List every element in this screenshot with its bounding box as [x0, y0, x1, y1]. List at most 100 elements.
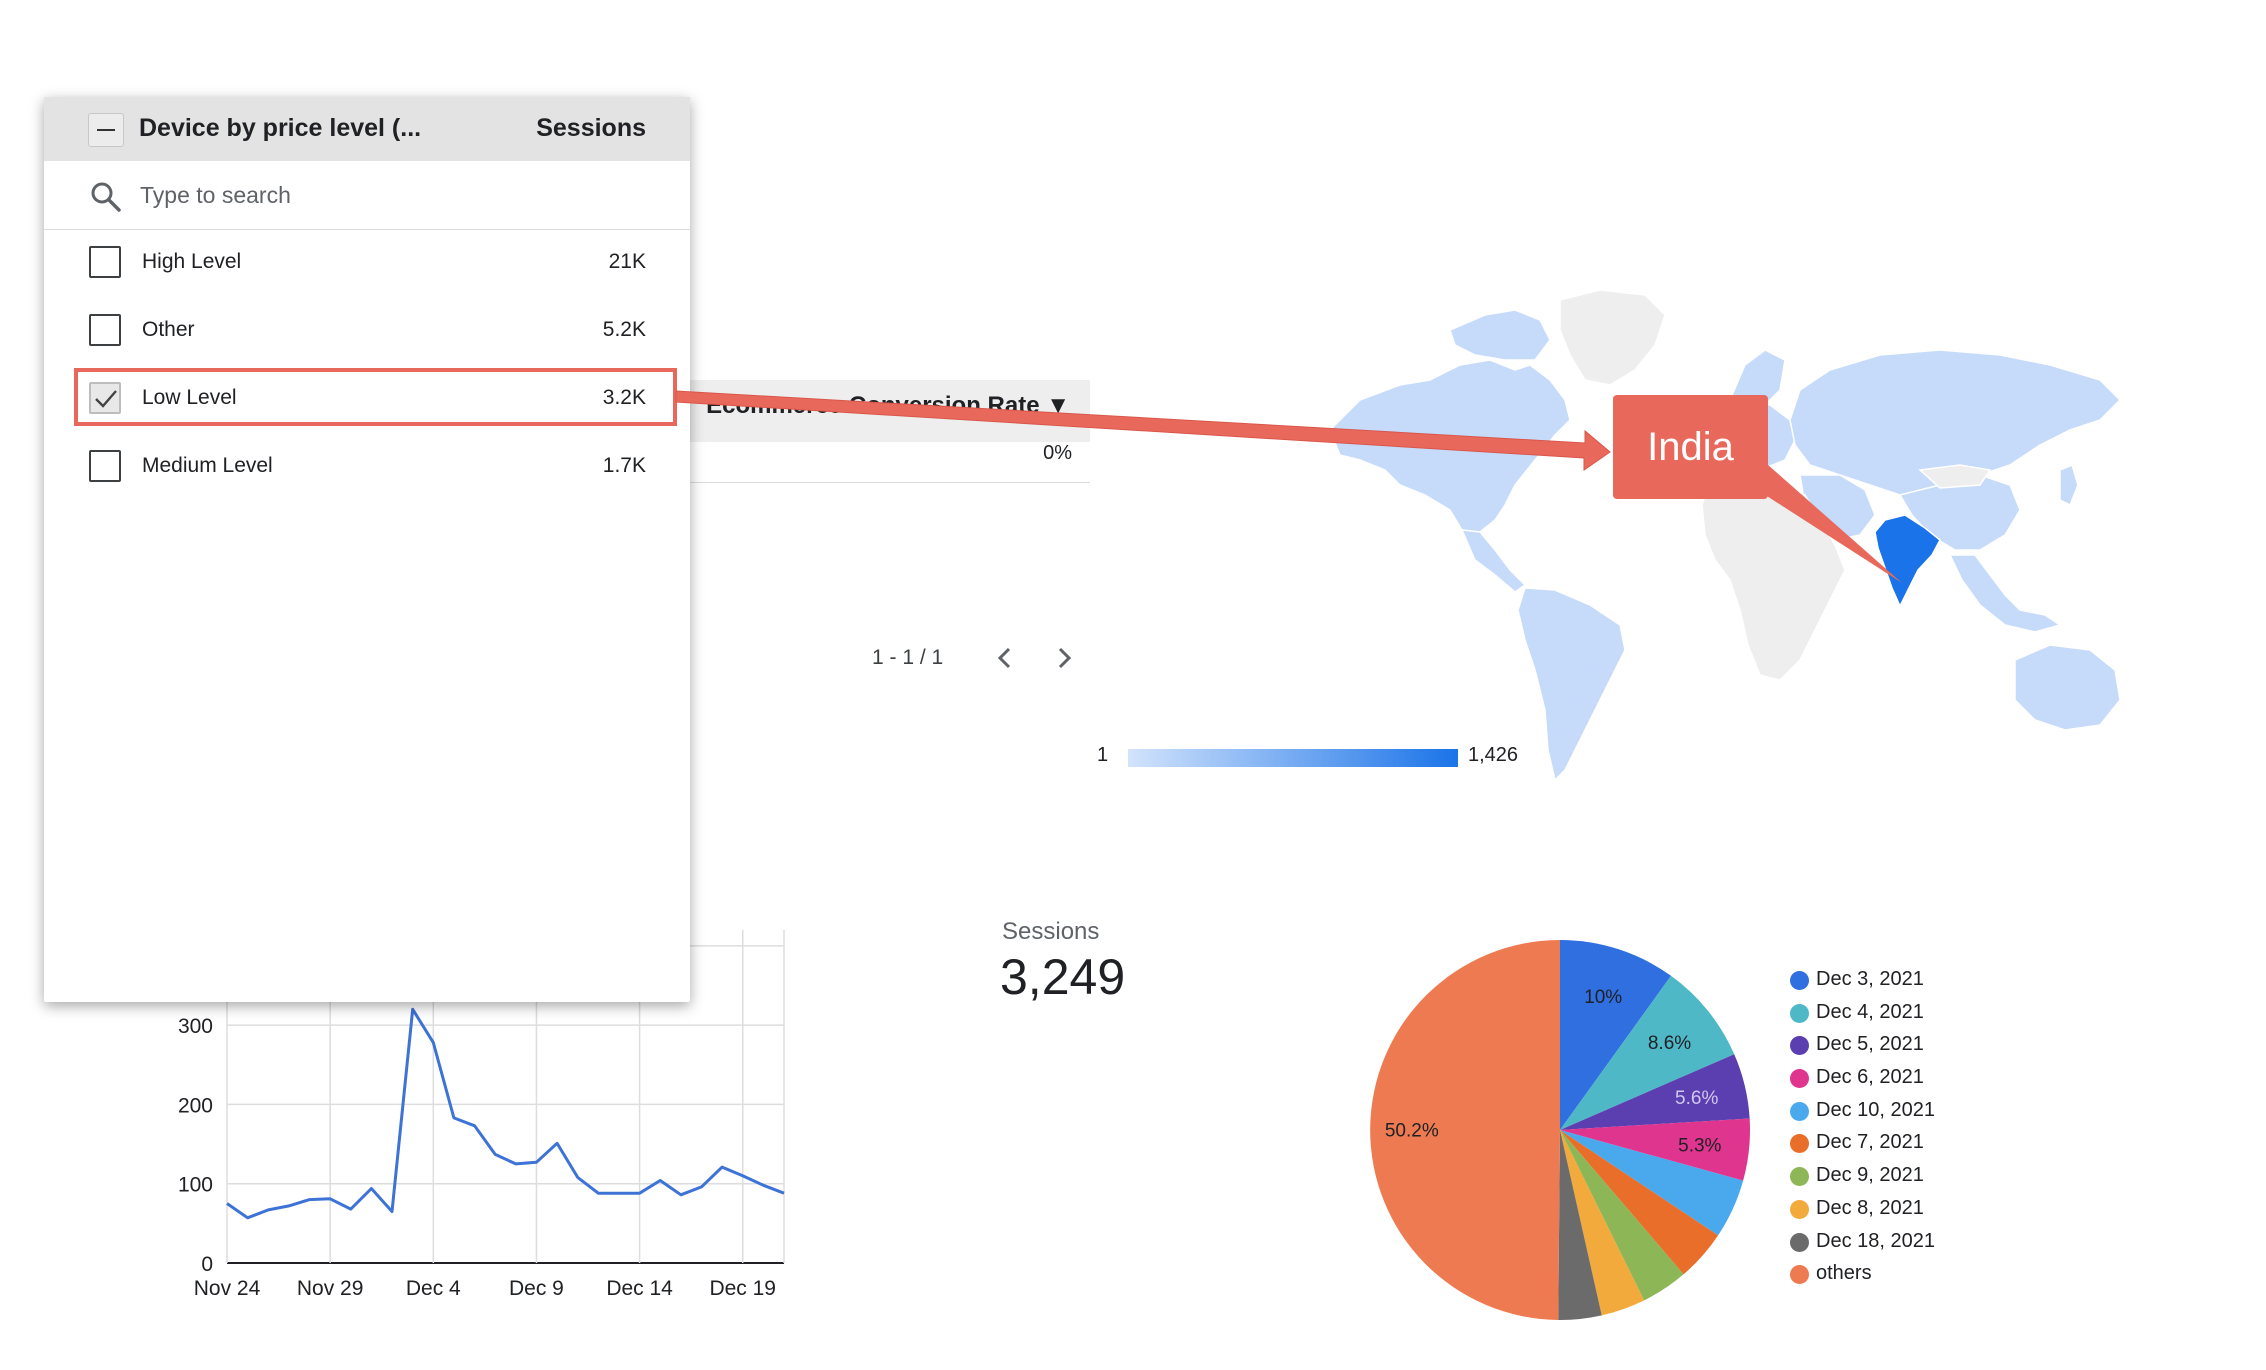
legend-label: Dec 9, 2021: [1816, 1164, 1924, 1187]
checkbox[interactable]: [89, 246, 121, 278]
legend-swatch: [1790, 1003, 1809, 1023]
pie-slice[interactable]: [1558, 1130, 1602, 1320]
legend-item[interactable]: Dec 9, 2021: [1780, 1162, 2040, 1195]
legend-item[interactable]: Dec 10, 2021: [1780, 1097, 2040, 1130]
y-tick-label: 0: [201, 1253, 213, 1276]
dropdown-option-label: Medium Level: [142, 454, 273, 477]
legend-item[interactable]: Dec 3, 2021: [1780, 966, 2040, 999]
map-region-central-america[interactable]: [1460, 529, 1527, 593]
callout-label: India: [1647, 425, 1734, 469]
pie-data-label: 10%: [1584, 987, 1622, 1008]
legend-item[interactable]: Dec 6, 2021: [1780, 1064, 2040, 1097]
legend-label: Dec 5, 2021: [1816, 1033, 1924, 1056]
map-region-canada-islands[interactable]: [1449, 309, 1551, 361]
map-region-north-america[interactable]: [1329, 359, 1571, 533]
dropdown-option[interactable]: Medium Level 1.7K: [44, 433, 690, 501]
legend-item[interactable]: Dec 4, 2021: [1780, 999, 2040, 1032]
legend-item[interactable]: others: [1780, 1260, 2040, 1293]
legend-label: Dec 4, 2021: [1816, 1000, 1924, 1023]
legend-label: Dec 8, 2021: [1816, 1196, 1924, 1219]
dropdown-option-label: Other: [142, 318, 195, 341]
conversion-rate-value: 0%: [1043, 442, 1072, 464]
map-region-japan[interactable]: [2059, 463, 2079, 507]
pie-slice[interactable]: [1560, 1130, 1645, 1316]
table-pagination: 1 - 1 / 1: [860, 640, 1100, 680]
map-region-greenland[interactable]: [1559, 289, 1666, 386]
x-tick-label: Nov 24: [194, 1277, 261, 1300]
x-axis-ticks: Nov 24 Nov 29 Dec 4 Dec 9 Dec 14 Dec 19: [194, 1277, 776, 1300]
dropdown-header: Device by price level (... Sessions: [44, 97, 690, 161]
checkbox-checked[interactable]: [89, 382, 121, 414]
pie-slice[interactable]: [1560, 1130, 1744, 1236]
world-geo-map[interactable]: [1300, 270, 2150, 790]
legend-swatch: [1790, 1265, 1809, 1285]
dropdown-option[interactable]: High Level 21K: [44, 229, 690, 297]
search-icon: [91, 182, 121, 212]
table-row: 0%: [680, 442, 1090, 483]
legend-swatch: [1790, 1101, 1809, 1121]
legend-swatch: [1790, 1232, 1809, 1252]
dropdown-option-count: 21K: [608, 250, 646, 273]
sessions-pie-chart[interactable]: 10% 8.6% 5.6% 5.3% 50.2%: [1360, 930, 1760, 1330]
conversion-rate-column-header[interactable]: Ecommerce Conversion Rate ▼: [706, 392, 1070, 419]
legend-item[interactable]: Dec 7, 2021: [1780, 1129, 2040, 1162]
select-all-toggle[interactable]: [88, 113, 124, 147]
chevron-left-icon: [997, 647, 1011, 669]
x-tick-label: Dec 4: [406, 1277, 461, 1300]
dropdown-option-count: 3.2K: [602, 386, 646, 409]
legend-swatch: [1790, 1036, 1809, 1056]
legend-label: Dec 18, 2021: [1816, 1229, 1935, 1252]
y-tick-label: 200: [178, 1094, 213, 1117]
map-region-south-america[interactable]: [1517, 587, 1626, 782]
checkmark-icon: [95, 390, 117, 408]
legend-label: Dec 7, 2021: [1816, 1131, 1924, 1154]
y-tick-label: 300: [178, 1015, 213, 1038]
pie-slice[interactable]: [1560, 975, 1735, 1130]
dropdown-option-label: Low Level: [142, 386, 237, 409]
legend-item[interactable]: Dec 18, 2021: [1780, 1228, 2040, 1261]
previous-page-button[interactable]: [987, 640, 1023, 676]
dropdown-search: [44, 161, 690, 230]
map-region-southeast-asia[interactable]: [1948, 554, 2062, 633]
sessions-series-line[interactable]: [226, 1007, 785, 1220]
annotation-highlight-box: [74, 368, 677, 426]
pie-slice[interactable]: [1560, 1054, 1750, 1130]
map-region-mongolia[interactable]: [1918, 464, 1992, 489]
map-region-australia[interactable]: [2014, 644, 2121, 731]
checkbox[interactable]: [89, 314, 121, 346]
search-input[interactable]: [140, 177, 600, 213]
india-callout: India: [1613, 395, 1768, 499]
dropdown-option[interactable]: Low Level 3.2K: [44, 365, 690, 433]
dropdown-dimension-title: Device by price level (...: [139, 114, 422, 142]
pie-slice[interactable]: [1560, 1118, 1751, 1181]
pie-data-label: 8.6%: [1648, 1033, 1691, 1054]
checkbox[interactable]: [89, 450, 121, 482]
dropdown-option[interactable]: Other 5.2K: [44, 297, 690, 365]
next-page-button[interactable]: [1046, 640, 1082, 676]
legend-swatch: [1790, 1199, 1809, 1219]
legend-label: Dec 6, 2021: [1816, 1066, 1924, 1089]
pie-slice[interactable]: [1370, 940, 1560, 1320]
y-axis-ticks: 0 100 200 300: [178, 1015, 213, 1276]
pie-slice[interactable]: [1560, 1130, 1719, 1275]
legend-item[interactable]: Dec 5, 2021: [1780, 1031, 2040, 1064]
pie-data-label: 5.3%: [1678, 1136, 1721, 1157]
dropdown-option-count: 1.7K: [602, 454, 646, 477]
map-legend-min: 1: [1097, 744, 1109, 766]
legend-label: Dec 10, 2021: [1816, 1098, 1935, 1121]
legend-swatch: [1790, 1167, 1809, 1187]
chevron-right-icon: [1058, 647, 1072, 669]
legend-swatch: [1790, 1134, 1809, 1154]
x-tick-label: Dec 14: [606, 1277, 673, 1300]
pie-slice[interactable]: [1560, 940, 1672, 1130]
legend-item[interactable]: Dec 8, 2021: [1780, 1195, 2040, 1228]
device-price-level-filter-dropdown: Device by price level (... Sessions High…: [44, 97, 690, 1002]
x-tick-label: Nov 29: [297, 1277, 364, 1300]
pie-legend: Dec 3, 2021 Dec 4, 2021 Dec 5, 2021 Dec 6, …: [1780, 966, 2040, 1293]
map-color-scale: [1128, 749, 1458, 767]
pie-slice[interactable]: [1560, 1130, 1684, 1301]
legend-swatch: [1790, 971, 1809, 990]
x-tick-label: Dec 9: [509, 1277, 564, 1300]
x-tick-label: Dec 19: [709, 1277, 776, 1300]
pie-data-label: 5.6%: [1675, 1088, 1718, 1109]
